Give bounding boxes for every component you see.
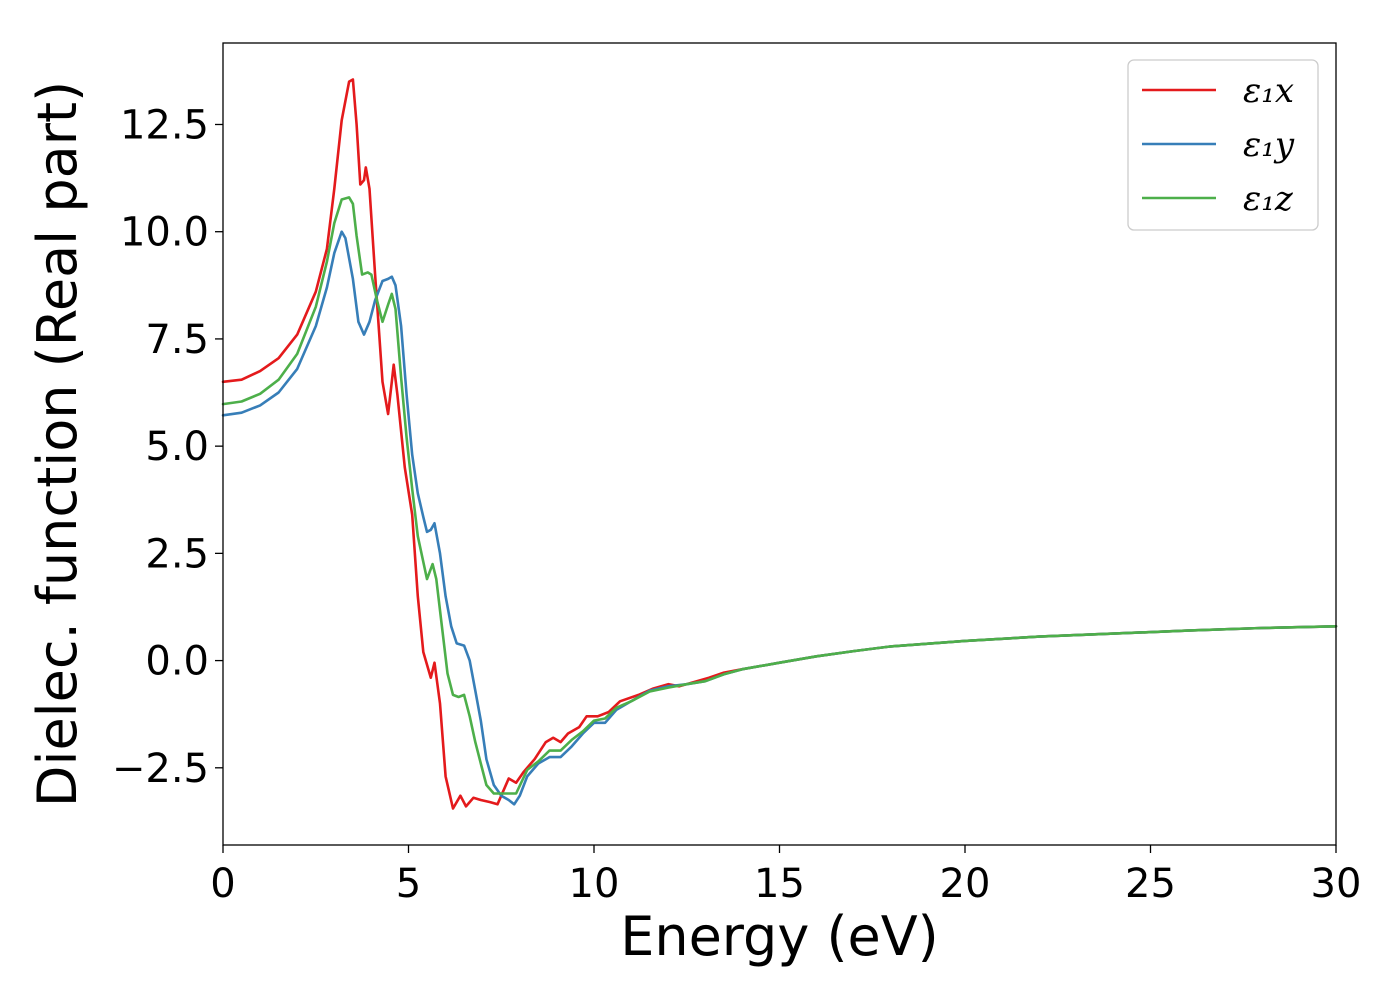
y-axis-label: Dielec. function (Real part) <box>26 81 89 807</box>
series-line-0 <box>221 78 1338 810</box>
y-tick-label-1: 0.0 <box>145 639 209 685</box>
legend-label-2: ε₁z <box>1243 179 1294 219</box>
x-tick-label-3: 15 <box>754 861 805 907</box>
y-tick-label-3: 5.0 <box>145 424 209 470</box>
y-tick-label-4: 7.5 <box>145 317 209 363</box>
legend-box <box>1127 59 1319 231</box>
series-line-2 <box>221 196 1338 795</box>
legend-items: ε₁x ε₁y ε₁z <box>1142 71 1295 219</box>
y-tick-label-0: −2.5 <box>112 746 209 792</box>
x-tick-label-1: 5 <box>396 861 421 907</box>
x-tick-label-4: 20 <box>940 861 991 907</box>
y-tick-label-5: 10.0 <box>120 210 209 256</box>
legend: ε₁x ε₁y ε₁z <box>1127 59 1319 231</box>
x-ticks: 0 5 10 15 20 25 30 <box>210 845 1361 907</box>
x-tick-label-0: 0 <box>210 861 235 907</box>
series-layer <box>221 78 1338 810</box>
y-tick-label-6: 12.5 <box>120 102 209 148</box>
legend-label-1: ε₁y <box>1243 125 1295 165</box>
y-ticks: −2.5 0.0 2.5 5.0 7.5 10.0 12.5 <box>112 102 223 792</box>
x-tick-label-5: 25 <box>1125 861 1176 907</box>
y-tick-label-2: 2.5 <box>145 531 209 577</box>
x-tick-label-6: 30 <box>1311 861 1362 907</box>
x-tick-label-2: 10 <box>569 861 620 907</box>
legend-label-0: ε₁x <box>1243 71 1294 111</box>
x-axis-label: Energy (eV) <box>620 905 939 968</box>
